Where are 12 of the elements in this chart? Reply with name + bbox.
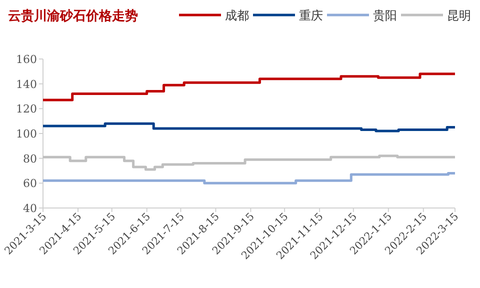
y-tick-label: 140	[16, 78, 37, 91]
y-tick-label: 80	[23, 152, 37, 166]
legend-label: 昆明	[447, 8, 471, 22]
y-tick-label: 120	[16, 102, 37, 116]
y-tick-label: 60	[23, 177, 37, 190]
legend-label: 成都	[225, 8, 249, 22]
y-tick-label: 160	[16, 53, 37, 66]
legend-label: 贵阳	[373, 8, 397, 22]
chart-title: 云贵川渝砂石价格走势	[8, 8, 138, 24]
y-tick-label: 100	[16, 128, 37, 140]
y-tick-label: 40	[23, 202, 37, 215]
legend-label: 重庆	[299, 8, 323, 22]
